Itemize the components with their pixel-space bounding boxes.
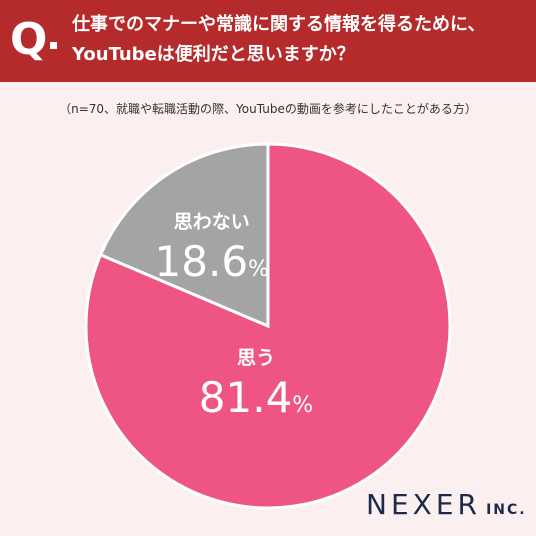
brand-suffix: INC. xyxy=(486,502,527,518)
slice-label-no: 思わない xyxy=(174,211,250,233)
sample-note: （n=70、就職や転職活動の際、YouTubeの動画を参考にしたことがある方） xyxy=(59,102,477,116)
brand-name: NEXER xyxy=(366,488,481,521)
question-mark: Q xyxy=(10,14,48,65)
slice-label-yes: 思う xyxy=(237,347,275,369)
question-header: Q 仕事でのマナーや常識に関する情報を得るために、 YouTubeは便利だと思い… xyxy=(0,0,536,82)
question-title-line-1: 仕事でのマナーや常識に関する情報を得るために、 xyxy=(72,14,486,35)
slice-value-yes: 81.4% xyxy=(199,373,313,422)
nexer-logo: NEXER INC. xyxy=(366,488,527,521)
question-title: 仕事でのマナーや常識に関する情報を得るために、 YouTubeは便利だと思います… xyxy=(72,10,528,70)
question-mark-dot xyxy=(50,42,57,49)
slice-value-no: 18.6% xyxy=(155,237,269,286)
question-title-line-2: YouTubeは便利だと思いますか？ xyxy=(72,44,355,65)
pie-slice-no xyxy=(98,142,270,329)
